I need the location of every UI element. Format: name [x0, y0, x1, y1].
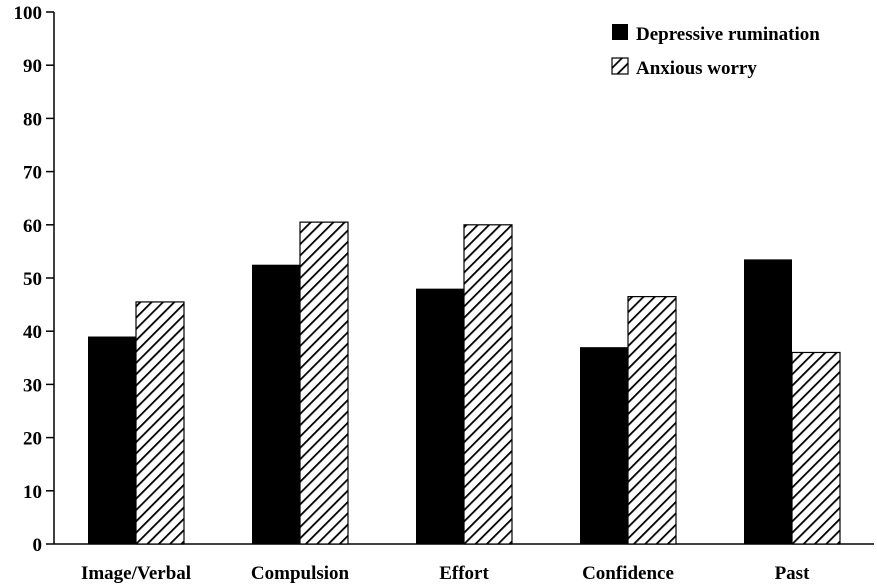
bar-anxious-worry — [135, 301, 185, 545]
bar-depressive-rumination — [416, 288, 464, 544]
bar-anxious-worry — [463, 224, 513, 545]
bar-depressive-rumination — [580, 347, 628, 544]
bar-anxious-worry — [299, 221, 349, 545]
bar-anxious-worry — [627, 296, 677, 545]
y-tick-label: 30 — [23, 375, 42, 396]
x-tick-label: Compulsion — [251, 563, 350, 584]
x-tick-label: Effort — [439, 563, 489, 584]
x-tick-label: Image/Verbal — [81, 563, 191, 584]
legend: Depressive rumination Anxious worry — [611, 24, 820, 79]
y-ticks: 0 10 20 30 40 50 60 70 80 90 100 — [14, 3, 54, 556]
bar-anxious-worry — [791, 351, 841, 545]
y-tick-label: 100 — [14, 3, 43, 24]
y-tick-label: 50 — [23, 269, 42, 290]
legend-swatch-depressive-rumination — [612, 24, 628, 40]
y-tick-label: 60 — [23, 216, 42, 237]
y-tick-label: 0 — [33, 535, 43, 556]
x-tick-label: Confidence — [582, 563, 674, 584]
y-tick-label: 70 — [23, 163, 42, 184]
y-tick-label: 20 — [23, 429, 42, 450]
x-tick-labels: Image/Verbal Compulsion Effort Confidence Pa… — [81, 563, 810, 584]
legend-swatch-anxious-worry — [611, 57, 629, 75]
bars — [88, 221, 841, 545]
y-tick-label: 10 — [23, 482, 42, 503]
legend-label-depressive-rumination: Depressive rumination — [636, 24, 820, 45]
y-tick-label: 40 — [23, 322, 42, 343]
y-tick-label: 80 — [23, 109, 42, 130]
bar-depressive-rumination — [88, 336, 136, 544]
bar-depressive-rumination — [252, 264, 300, 544]
y-tick-label: 90 — [23, 56, 42, 77]
x-tick-label: Past — [775, 563, 811, 584]
bar-depressive-rumination — [744, 259, 792, 544]
legend-label-anxious-worry: Anxious worry — [636, 58, 757, 79]
